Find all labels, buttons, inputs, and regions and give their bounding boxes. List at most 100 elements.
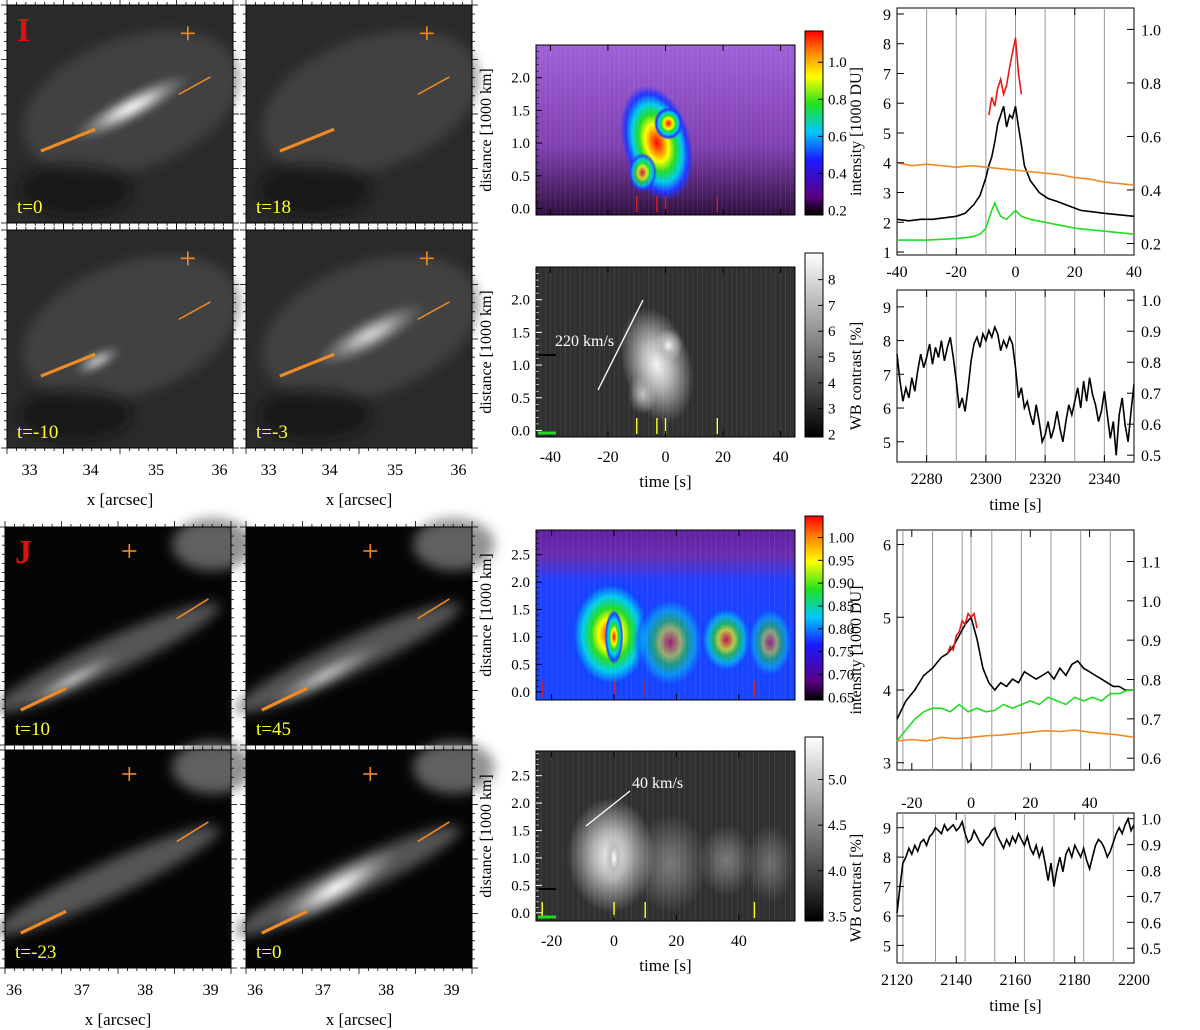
y-tick-label: 0.5 [511, 657, 530, 673]
y-axis-label: WB contrast [%] [848, 834, 865, 942]
y-axis-label: distance [1000 km] [478, 290, 495, 414]
image-frame-J-1: t=45 [234, 518, 495, 751]
y-tick-label: 1.5 [511, 603, 530, 619]
x-tick-label: 0 [967, 795, 975, 812]
series-green [897, 200, 1135, 241]
y2-tick-label: 1.1 [1141, 554, 1161, 571]
y2-tick-label: 0.6 [1141, 417, 1161, 434]
frame-time-label: t=-23 [15, 942, 56, 963]
colorbar-tick-label: 0.80 [828, 622, 854, 638]
colorbar-tick-label: 5.0 [828, 773, 847, 789]
x-tick-label: 2340 [1088, 471, 1120, 488]
y2-tick-label: 1.0 [1141, 812, 1161, 829]
y-tick-label: 2 [883, 215, 891, 232]
slit-start-marker [40, 352, 96, 378]
slit-start-marker [20, 909, 67, 935]
slit-start-marker [261, 686, 308, 712]
y2-tick-label: 0.8 [1141, 864, 1161, 881]
colorbar-tick-label: 0.95 [828, 553, 854, 569]
y-tick-label: 8 [883, 850, 891, 867]
frame-time-label: t=0 [256, 942, 282, 963]
y-tick-label: 2.0 [511, 796, 530, 812]
y-tick-label: 0.5 [511, 878, 530, 894]
y-tick-label: 1.0 [511, 358, 530, 374]
series-green [896, 689, 1134, 742]
y-tick-label: 0.0 [511, 685, 530, 701]
y2-tick-label: 0.9 [1141, 324, 1161, 341]
frame-time-label: t=45 [256, 719, 291, 740]
line-plot-I-intensity: 1 2 3 4 5 6 7 8 9 0.2 0.4 0.6 0.8 1.0 -40 -20 0 20 40 inten… [848, 7, 1161, 281]
image-frame-I-2: t=-10 [1, 224, 240, 454]
y2-tick-label: 0.6 [1141, 129, 1161, 146]
colorbar-color [804, 30, 824, 216]
slit-start-marker [279, 352, 335, 378]
y2-tick-label: 0.7 [1141, 386, 1161, 403]
y-tick-label: 6 [883, 96, 891, 113]
brightening [22, 651, 123, 708]
x-tick-label: 0 [610, 933, 618, 950]
y-axis-label: intensity [1000 DU] [848, 586, 865, 715]
x-tick-label: 40 [1082, 795, 1098, 812]
x-tick-label: -40 [886, 264, 907, 281]
velocity-label: 40 km/s [632, 775, 683, 792]
colorbar-tick-label: 0.8 [828, 92, 847, 108]
colorbar-tick-label: 0.85 [828, 599, 854, 615]
y-axis-label: distance [1000 km] [478, 553, 495, 677]
dark-patch [257, 389, 371, 442]
x-tick-label: 20 [1067, 264, 1083, 281]
xt-blob-3 [698, 825, 755, 897]
y2-tick-label: 0.8 [1141, 355, 1161, 372]
slit-end-marker [417, 598, 450, 620]
x-tick-label: 0 [1012, 264, 1020, 281]
x-tick-label: -20 [901, 795, 922, 812]
series-black [896, 816, 1135, 914]
x-axis-label: time [s] [639, 956, 691, 975]
velocity-line [585, 790, 631, 827]
colorbar-gray [804, 252, 824, 438]
y-tick-label: 2.5 [511, 769, 530, 785]
y-tick-label: 4 [883, 683, 891, 700]
y-tick-label: 0.0 [511, 906, 530, 922]
x-tick-label: 36 [450, 462, 466, 479]
image-frame-I-0: t=0 I [1, 0, 240, 229]
x-tick-label: 36 [6, 982, 22, 999]
x-axis-label: x [arcsec] [326, 1010, 393, 1029]
image-frame-I-3: t=-3 [240, 224, 479, 454]
slit-start-marker [261, 909, 308, 935]
dark-patch [18, 164, 132, 217]
slit-end-marker [176, 821, 209, 843]
brightening [71, 72, 192, 143]
x-axis-label: x [arcsec] [326, 490, 393, 509]
y-tick-label: 1.0 [511, 136, 530, 152]
x-tick-label: 34 [322, 462, 338, 479]
corner-glow [172, 741, 254, 794]
x-tick-label: 34 [83, 462, 99, 479]
y-tick-label: 5 [883, 126, 891, 143]
series-black [896, 105, 1135, 222]
xt-content [536, 267, 791, 437]
series-black [896, 324, 1135, 456]
y-axis-label: intensity [1000 DU] [848, 67, 865, 196]
x-tick-label: 40 [1126, 264, 1142, 281]
xt-blob-1 [653, 107, 683, 140]
y-tick-label: 7 [883, 66, 891, 83]
x-tick-label: 2320 [1029, 471, 1061, 488]
colorbar-tick-label: 0.65 [828, 690, 854, 706]
frame-time-label: t=0 [17, 197, 43, 218]
x-tick-label: 20 [715, 449, 731, 466]
brightening [313, 301, 427, 369]
x-tick-label: 37 [315, 982, 331, 999]
y-tick-label: 6 [883, 401, 891, 418]
x-tick-label: 36 [211, 462, 227, 479]
dark-patch [18, 389, 132, 442]
x-tick-label: 33 [261, 462, 277, 479]
y-tick-label: 2.5 [511, 548, 530, 564]
slit-start-marker [20, 686, 67, 712]
xt-panel-color: 0.0 0.5 1.0 1.5 2.0 distance [1000 km] [478, 44, 796, 217]
x-tick-label: -20 [946, 264, 967, 281]
series-orange [896, 729, 1135, 742]
y2-tick-label: 1.0 [1141, 22, 1161, 39]
y-tick-label: 3 [883, 186, 891, 203]
xt-panel-gray: 0.0 0.5 1.0 1.5 2.0 2.5 distance [1000 km] -20 0… [478, 750, 796, 975]
